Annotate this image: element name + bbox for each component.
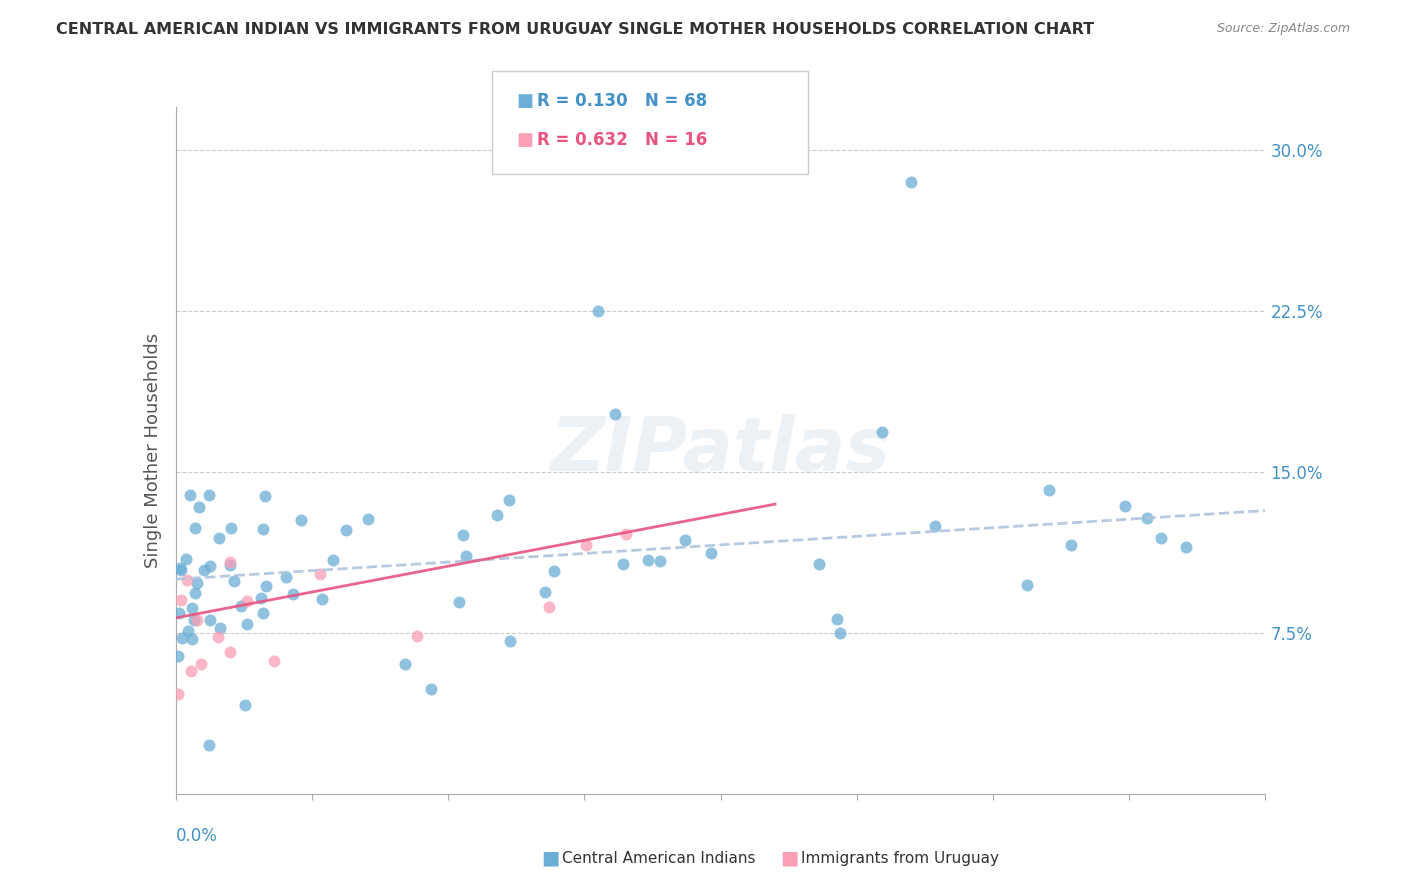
Point	[405, 629, 427, 643]
Point	[486, 508, 509, 522]
Text: Source: ZipAtlas.com: Source: ZipAtlas.com	[1216, 22, 1350, 36]
Point	[222, 574, 245, 588]
Text: R = 0.632   N = 16: R = 0.632 N = 16	[537, 131, 707, 149]
Point	[254, 579, 277, 593]
Point	[825, 611, 848, 625]
Point	[187, 500, 209, 514]
Point	[538, 600, 561, 615]
Text: ■: ■	[541, 848, 560, 868]
Point	[605, 407, 627, 421]
Point	[200, 613, 222, 627]
Point	[290, 513, 312, 527]
Point	[637, 553, 659, 567]
Point	[335, 524, 357, 538]
Text: 0.0%: 0.0%	[176, 827, 218, 845]
Text: ■: ■	[516, 131, 533, 149]
Point	[167, 607, 190, 621]
Point	[209, 621, 232, 635]
Point	[235, 593, 257, 607]
Point	[179, 488, 201, 502]
Text: ■: ■	[780, 848, 799, 868]
Point	[1136, 511, 1159, 525]
Y-axis label: Single Mother Households: Single Mother Households	[143, 333, 162, 568]
Point	[233, 698, 256, 712]
Point	[172, 631, 194, 645]
Point	[614, 527, 637, 541]
Point	[612, 557, 634, 571]
Point	[648, 554, 671, 568]
Point	[184, 586, 207, 600]
Point	[700, 546, 723, 560]
Point	[207, 630, 229, 644]
Point	[181, 600, 204, 615]
Point	[253, 489, 276, 503]
Point	[419, 682, 441, 697]
Point	[167, 649, 190, 664]
Point	[167, 688, 190, 702]
Point	[218, 558, 240, 572]
Point	[499, 633, 522, 648]
Point	[169, 561, 191, 575]
Point	[308, 567, 330, 582]
Point	[219, 521, 242, 535]
Point	[184, 521, 207, 535]
Point	[451, 528, 474, 542]
Text: Immigrants from Uruguay: Immigrants from Uruguay	[801, 851, 1000, 865]
Point	[186, 576, 208, 591]
Point	[1150, 531, 1173, 545]
Point	[180, 664, 202, 678]
Point	[170, 593, 193, 607]
Point	[252, 606, 274, 620]
Point	[900, 175, 922, 189]
Text: ZIPatlas: ZIPatlas	[551, 414, 890, 487]
Point	[174, 551, 197, 566]
Point	[252, 522, 274, 536]
Point	[1017, 577, 1039, 591]
Point	[219, 555, 242, 569]
Text: ■: ■	[516, 92, 533, 110]
Point	[190, 657, 212, 671]
Point	[274, 570, 297, 584]
Point	[186, 613, 208, 627]
Point	[1114, 499, 1136, 513]
Point	[356, 512, 378, 526]
Point	[872, 425, 894, 439]
Point	[454, 549, 477, 564]
Point	[235, 617, 257, 632]
Point	[219, 645, 242, 659]
Point	[177, 624, 200, 639]
Point	[181, 632, 204, 647]
Point	[263, 654, 285, 668]
Point	[533, 585, 555, 599]
Point	[586, 304, 609, 318]
Point	[1038, 483, 1060, 497]
Point	[208, 531, 231, 545]
Point	[250, 591, 273, 605]
Point	[924, 519, 946, 533]
Point	[449, 595, 471, 609]
Point	[807, 557, 830, 571]
Point	[197, 488, 219, 502]
Point	[200, 559, 222, 574]
Point	[193, 563, 215, 577]
Point	[281, 587, 304, 601]
Point	[543, 564, 565, 578]
Point	[1060, 538, 1083, 552]
Point	[673, 533, 696, 547]
Point	[197, 739, 219, 753]
Point	[183, 613, 205, 627]
Text: CENTRAL AMERICAN INDIAN VS IMMIGRANTS FROM URUGUAY SINGLE MOTHER HOUSEHOLDS CORR: CENTRAL AMERICAN INDIAN VS IMMIGRANTS FR…	[56, 22, 1094, 37]
Point	[170, 563, 193, 577]
Point	[311, 591, 333, 606]
Point	[830, 626, 852, 640]
Point	[498, 493, 520, 508]
Text: R = 0.130   N = 68: R = 0.130 N = 68	[537, 92, 707, 110]
Text: Central American Indians: Central American Indians	[562, 851, 756, 865]
Point	[322, 553, 344, 567]
Point	[1175, 540, 1198, 554]
Point	[229, 599, 252, 613]
Point	[394, 657, 416, 671]
Point	[176, 573, 198, 587]
Point	[575, 538, 598, 552]
